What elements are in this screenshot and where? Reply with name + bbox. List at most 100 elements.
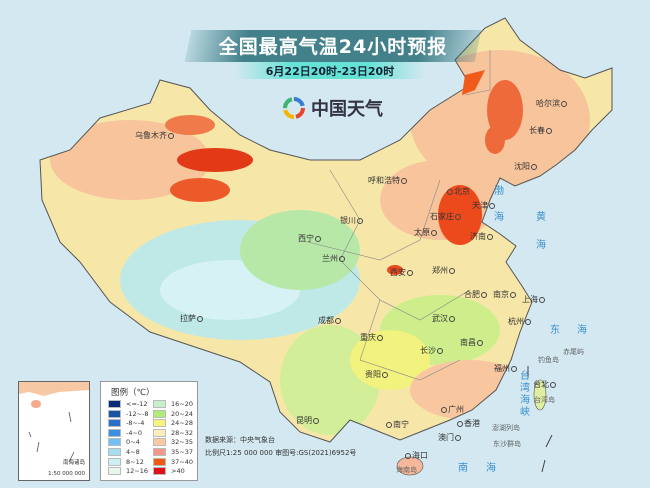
city-dot-icon	[550, 381, 556, 388]
island-label: 钓鱼岛	[538, 356, 559, 364]
city-label: 石家庄	[430, 212, 462, 221]
city-name: 呼和浩特	[368, 176, 400, 185]
island-label: 海南岛	[396, 466, 417, 474]
city-name: 拉萨	[180, 314, 196, 323]
scale-info: 比例尺1:25 000 000 审图号:GS(2021)6952号	[205, 449, 357, 457]
city-name: 哈尔滨	[536, 99, 560, 108]
city-dot-icon	[539, 296, 545, 303]
city-name: 南京	[493, 290, 509, 299]
city-name: 北京	[454, 187, 470, 196]
city-dot-icon	[401, 177, 407, 184]
city-label: 长沙	[420, 346, 444, 355]
city-dot-icon	[546, 127, 552, 134]
city-label: 昆明	[296, 416, 320, 425]
city-dot-icon	[561, 100, 567, 107]
city-name: 上海	[522, 295, 538, 304]
city-name: 广州	[448, 405, 464, 414]
city-label: 兰州	[322, 254, 346, 263]
city-dot-icon	[357, 217, 363, 224]
city-dot-icon	[525, 318, 531, 325]
city-label: 哈尔滨	[536, 99, 568, 108]
city-dot-icon	[313, 417, 319, 424]
legend-swatch	[153, 428, 166, 437]
city-dot-icon	[449, 315, 455, 322]
legend-label: >40	[171, 467, 185, 476]
legend-swatch	[153, 419, 166, 428]
sea-label: 海	[520, 395, 530, 406]
legend-swatch	[153, 467, 166, 476]
logo-text: 中国天气	[311, 99, 383, 120]
city-dot-icon	[339, 255, 345, 262]
legend-label: 37~40	[171, 457, 193, 466]
legend-item: 12~16	[108, 467, 148, 476]
inset-scale: 1:50 000 000	[48, 471, 85, 477]
city-dot-icon	[457, 420, 463, 427]
city-dot-icon	[441, 406, 447, 413]
city-dot-icon	[382, 371, 388, 378]
city-name: 武汉	[432, 314, 448, 323]
legend-item: -12~-8	[108, 409, 149, 418]
sea-label: 海	[486, 463, 496, 474]
legend-swatch	[153, 409, 166, 418]
subtitle-band	[235, 62, 425, 79]
city-name: 海口	[412, 451, 428, 460]
city-dot-icon	[386, 421, 392, 428]
city-label: 合肥	[464, 290, 488, 299]
city-name: 南昌	[460, 338, 476, 347]
city-label: 南昌	[460, 338, 484, 347]
city-name: 沈阳	[514, 162, 530, 171]
city-dot-icon	[487, 233, 493, 240]
city-name: 兰州	[322, 254, 338, 263]
legend-item: 20~24	[153, 409, 193, 418]
city-dot-icon	[481, 291, 487, 298]
city-dot-icon	[511, 365, 517, 372]
legend-label: -4~0	[126, 428, 143, 437]
legend-label: 24~28	[171, 419, 193, 428]
city-dot-icon	[510, 291, 516, 298]
city-label: 澳门	[438, 433, 462, 442]
china-weather-swirl-logo-icon	[283, 97, 305, 119]
city-label: 太原	[414, 228, 438, 237]
city-label: 西宁	[298, 234, 322, 243]
legend-swatch	[153, 400, 166, 408]
city-dot-icon	[489, 202, 495, 209]
city-dot-icon	[531, 163, 537, 170]
legend-item: 4~8	[108, 448, 140, 456]
legend-swatch	[153, 457, 166, 466]
city-dot-icon	[437, 347, 443, 354]
data-source: 数据来源：中央气象台	[205, 436, 275, 444]
city-name: 澳门	[438, 433, 454, 442]
city-label: 上海	[522, 295, 546, 304]
city-label: 南京	[493, 290, 517, 299]
city-dot-icon	[455, 213, 461, 220]
map-subtitle: 6月22日20时-23日20时	[265, 65, 395, 78]
city-label: 武汉	[432, 314, 456, 323]
city-name: 香港	[464, 419, 480, 428]
legend-label: -8~-4	[126, 419, 145, 428]
sea-label: 海	[536, 240, 546, 251]
legend: 图例（℃） <=-12 -12~-8 -8~-4 -4~0 0~4 4~8 8~12 12~1…	[100, 381, 198, 481]
city-name: 乌鲁木齐	[135, 131, 167, 140]
island-label: 台湾岛	[534, 396, 555, 404]
legend-swatch	[108, 448, 121, 456]
legend-swatch	[108, 419, 121, 428]
city-name: 石家庄	[430, 212, 454, 221]
legend-item: >40	[153, 467, 185, 476]
city-name: 郑州	[432, 266, 448, 275]
island-label: 赤尾屿	[563, 348, 584, 356]
legend-item: 32~35	[153, 438, 193, 447]
legend-label: <=-12	[126, 400, 148, 408]
sea-label: 东	[550, 325, 560, 336]
legend-swatch	[153, 438, 166, 447]
city-name: 台北	[533, 380, 549, 389]
city-name: 南宁	[393, 420, 409, 429]
city-name: 长春	[529, 126, 545, 135]
island-label: 澎湖列岛	[492, 424, 520, 432]
city-label: 呼和浩特	[368, 176, 408, 185]
city-label: 北京	[446, 187, 470, 196]
legend-label: -12~-8	[126, 409, 149, 418]
legend-swatch	[108, 400, 121, 408]
island-label: 东沙群岛	[493, 440, 521, 448]
city-label: 香港	[456, 419, 480, 428]
